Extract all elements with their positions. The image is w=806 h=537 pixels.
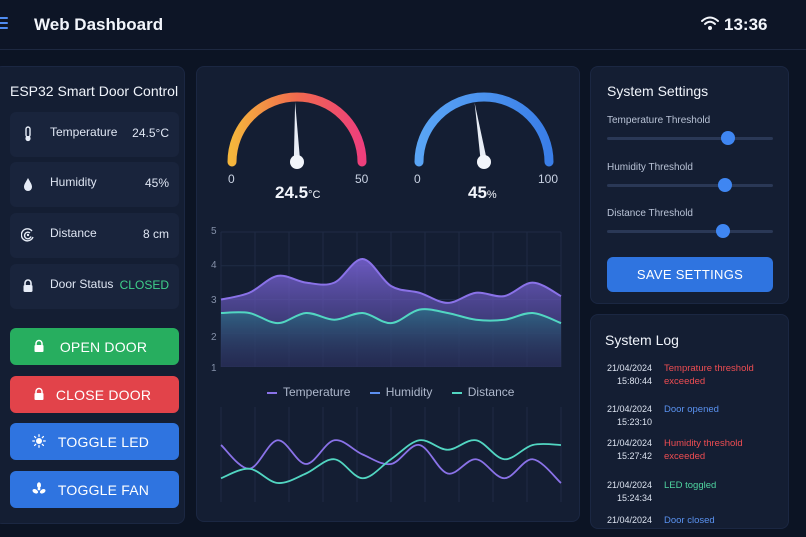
- log-timestamp: 21/04/2024: [606, 515, 652, 525]
- sensor-value: 24.5°C: [132, 126, 169, 140]
- humidity-gauge-max: 100: [538, 172, 559, 186]
- y-tick: 5: [211, 226, 217, 237]
- sensor-temperature: Temperature 24.5°C: [10, 112, 179, 157]
- clock: 13:36: [724, 15, 768, 34]
- series-line-temperature: [220, 258, 562, 304]
- toggle-led-button[interactable]: TOGGLE LED: [10, 423, 179, 460]
- toggle-fan-button[interactable]: TOGGLE FAN: [10, 471, 179, 508]
- temperature-gauge-max: 50: [355, 172, 369, 186]
- top-bar: Web Dashboard 13:36: [0, 0, 806, 50]
- log-timestamp: 21/04/2024 15:24:34: [606, 480, 652, 503]
- humidity-gauge-hub: [477, 155, 491, 169]
- humidity-gauge-arc: [414, 92, 554, 167]
- sensor-label: Door Status: [50, 277, 114, 291]
- slider-thumb[interactable]: [721, 131, 736, 145]
- panel-title: ESP32 Smart Door Control: [10, 83, 179, 99]
- series-line-distance: [220, 308, 562, 325]
- door-status-badge: CLOSED: [119, 278, 169, 292]
- lock-icon: [34, 339, 44, 352]
- log-timestamp: 21/04/2024 15:27:42: [606, 438, 652, 461]
- button-label: CLOSE DOOR: [55, 387, 152, 403]
- open-door-button[interactable]: OPEN DOOR: [10, 328, 179, 365]
- wifi-icon: [701, 16, 719, 30]
- humidity-gauge-min: 0: [414, 172, 421, 186]
- button-label: TOGGLE FAN: [57, 482, 150, 498]
- log-message: Temprature threshold exceeded: [664, 363, 754, 387]
- sensor-label: Humidity: [50, 175, 97, 189]
- system-settings-panel: System Settings Temperature Threshold Hu…: [590, 66, 789, 304]
- log-message: LED toggled: [664, 480, 717, 491]
- thermometer-icon: [25, 126, 31, 142]
- y-tick: 1: [211, 363, 217, 374]
- slider-thumb[interactable]: [717, 178, 732, 192]
- sensor-value: 8 cm: [142, 227, 169, 241]
- slider-label: Temperature Threshold: [607, 115, 711, 126]
- system-log-panel: System Log 21/04/2024 15:80:44 Temprature…: [590, 314, 789, 529]
- log-message: Humidity threshold exceeded: [664, 438, 743, 462]
- log-message: Door closed: [664, 515, 715, 526]
- slider-label: Humidity Threshold: [607, 162, 693, 173]
- slider-label: Distance Threshold: [607, 208, 693, 219]
- sensor-label: Distance: [50, 226, 97, 240]
- sensor-value: 45%: [144, 176, 169, 190]
- line-chart: [220, 407, 562, 502]
- log-timestamp: 21/04/2024 15:80:44: [606, 363, 652, 386]
- panel-title: System Log: [605, 332, 679, 348]
- button-label: OPEN DOOR: [59, 339, 148, 355]
- sensor-label: Temperature: [50, 125, 118, 139]
- temperature-gauge-value: 24.5°C: [275, 183, 321, 202]
- legend-item-temperature: Temperature: [267, 385, 350, 399]
- sun-icon: [32, 434, 46, 448]
- distance-threshold-slider[interactable]: [607, 224, 773, 238]
- legend-item-humidity: Humidity: [369, 385, 432, 399]
- lock-icon: [34, 387, 44, 400]
- slider-thumb[interactable]: [716, 224, 731, 238]
- door-control-panel: ESP32 Smart Door Control Temperature 24.…: [0, 66, 185, 524]
- fan-icon: [32, 482, 46, 494]
- chart-legend: Temperature Humidity Distance: [267, 385, 514, 399]
- close-door-button[interactable]: CLOSE DOOR: [10, 376, 179, 413]
- lock-icon: [23, 279, 33, 292]
- distance-icon: [21, 228, 34, 242]
- log-message: Door opened: [664, 404, 719, 415]
- y-tick: 3: [211, 295, 217, 306]
- series-area-distance: [221, 309, 561, 367]
- temperature-gauge-hub: [290, 155, 304, 169]
- panel-title: System Settings: [607, 83, 709, 99]
- save-settings-button[interactable]: SAVE SETTINGS: [607, 257, 773, 292]
- temperature-gauge-needle: [293, 102, 301, 163]
- area-chart: [220, 231, 562, 367]
- humidity-threshold-slider[interactable]: [607, 178, 773, 192]
- y-tick: 4: [211, 260, 217, 271]
- y-tick: 2: [211, 332, 217, 343]
- charts-panel: 0 50 24.5°C 0 100 45% 5 4 3 2 1 Temperat…: [196, 66, 580, 522]
- humidity-gauge-value: 45%: [468, 183, 497, 202]
- temperature-gauge-arc: [227, 92, 367, 167]
- sensor-distance: Distance 8 cm: [10, 213, 179, 258]
- line-series-1: [220, 439, 562, 484]
- button-label: TOGGLE LED: [57, 434, 150, 450]
- sensor-humidity: Humidity 45%: [10, 162, 179, 207]
- legend-item-distance: Distance: [451, 385, 514, 399]
- log-timestamp: 21/04/2024 15:23:10: [606, 404, 652, 427]
- humidity-gauge-needle: [474, 102, 488, 163]
- temperature-gauge-min: 0: [228, 172, 235, 186]
- droplet-icon: [24, 178, 32, 191]
- temperature-threshold-slider[interactable]: [607, 131, 773, 145]
- gauges: [227, 92, 554, 169]
- app-title: Web Dashboard: [34, 15, 164, 34]
- menu-icon[interactable]: [0, 17, 8, 31]
- sensor-door-status: Door Status CLOSED: [10, 264, 179, 309]
- line-series-0: [220, 439, 562, 484]
